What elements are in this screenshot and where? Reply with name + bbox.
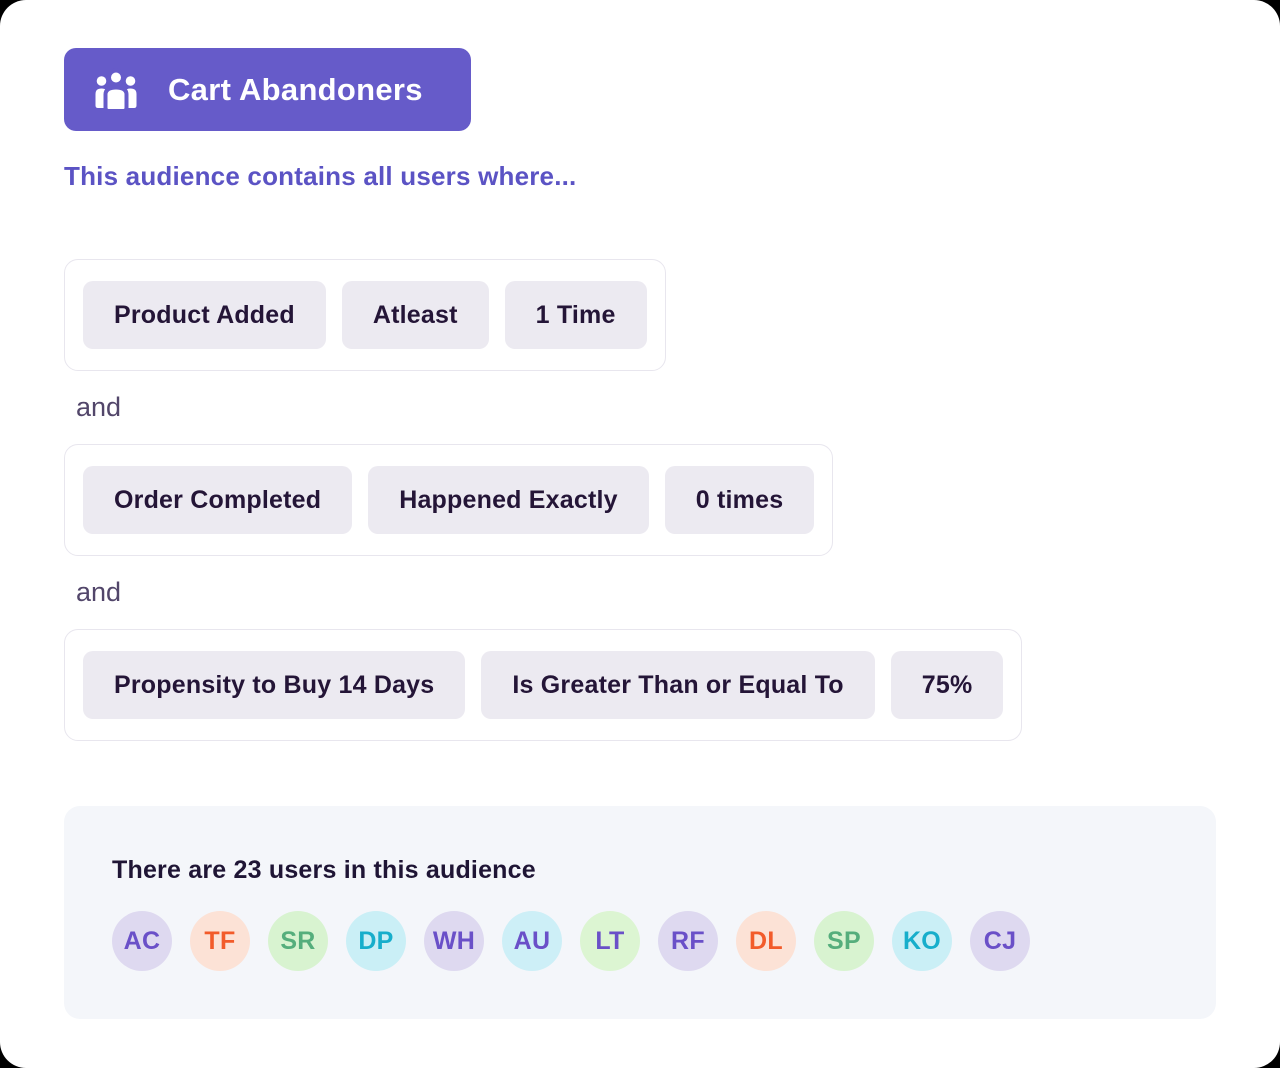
condition-row-1: Product Added Atleast 1 Time [64,259,1216,371]
audience-name-badge[interactable]: Cart Abandoners [64,48,471,131]
operator-chip[interactable]: Happened Exactly [368,466,649,534]
value-chip[interactable]: 75% [890,651,1004,719]
condition-row-3: Propensity to Buy 14 Days Is Greater Tha… [64,629,1216,741]
avatar-rf[interactable]: RF [658,911,718,971]
avatar-row: AC TF SR DP WH AU LT RF DL SP KO CJ [112,911,1168,971]
avatar-dl[interactable]: DL [736,911,796,971]
avatar-dp[interactable]: DP [346,911,406,971]
and-connector: and [76,392,122,422]
value-chip[interactable]: 0 times [664,466,815,534]
avatar-ac[interactable]: AC [112,911,172,971]
avatar-wh[interactable]: WH [424,911,484,971]
operator-chip[interactable]: Atleast [341,281,489,349]
condition-builder: Product Added Atleast 1 Time and Order C… [64,259,1216,741]
operator-chip[interactable]: Is Greater Than or Equal To [481,651,875,719]
avatar-tf[interactable]: TF [190,911,250,971]
event-chip[interactable]: Propensity to Buy 14 Days [83,651,466,719]
avatar-ko[interactable]: KO [892,911,952,971]
condition-card: Product Added Atleast 1 Time [64,259,666,371]
condition-card: Order Completed Happened Exactly 0 times [64,444,834,556]
avatar-sp[interactable]: SP [814,911,874,971]
event-chip[interactable]: Product Added [83,281,326,349]
value-chip[interactable]: 1 Time [504,281,647,349]
and-connector: and [76,577,122,607]
audience-description: This audience contains all users where..… [64,161,577,191]
condition-card: Propensity to Buy 14 Days Is Greater Tha… [64,629,1023,741]
avatar-sr[interactable]: SR [268,911,328,971]
people-group-icon [95,68,137,113]
avatar-lt[interactable]: LT [580,911,640,971]
audience-summary-panel: There are 23 users in this audience AC TF… [64,806,1216,1019]
avatar-au[interactable]: AU [502,911,562,971]
user-count-text: There are 23 users in this audience [112,856,536,884]
event-chip[interactable]: Order Completed [83,466,353,534]
condition-row-2: Order Completed Happened Exactly 0 times [64,444,1216,556]
avatar-cj[interactable]: CJ [970,911,1030,971]
audience-name-label: Cart Abandoners [168,71,423,107]
